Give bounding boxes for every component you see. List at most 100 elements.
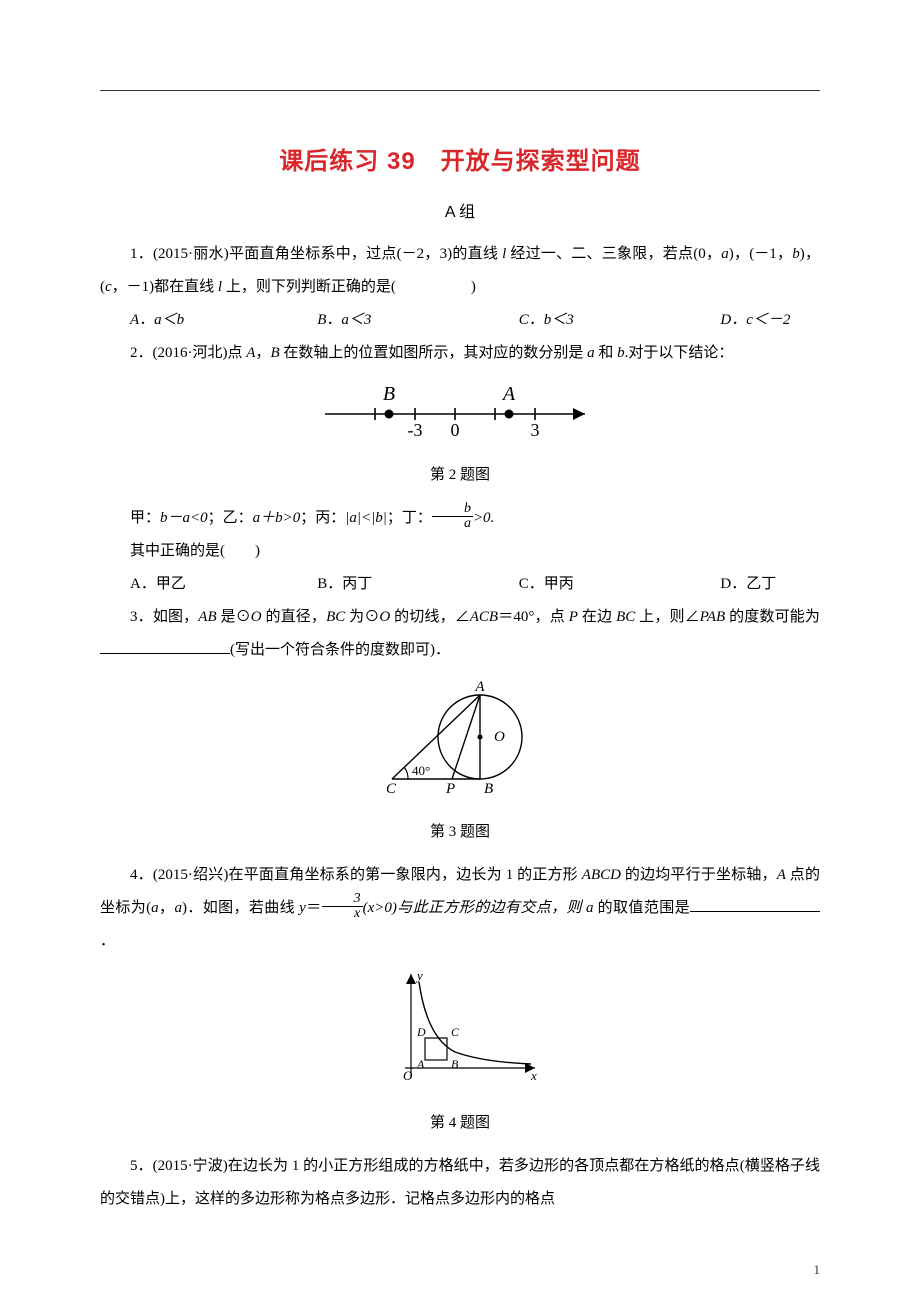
text: 在数轴上的位置如图所示，其对应的数分别是 (280, 345, 588, 361)
content-body: 1．(2015·丽水)平面直角坐标系中，过点(－2，3)的直线 l 经过一、二、… (100, 238, 820, 1216)
q2-ask: 其中正确的是( ) (100, 535, 820, 568)
seg-AB: AB (198, 609, 216, 625)
lbl-B: B (451, 1057, 459, 1071)
text: 的边均平行于坐标轴， (621, 867, 777, 883)
denominator: x (322, 907, 363, 921)
text: ＝40°，点 (498, 609, 569, 625)
q2-stem: 2．(2016·河北)点 A，B 在数轴上的位置如图所示，其对应的数分别是 a … (100, 337, 820, 370)
lbl-y: y (415, 968, 423, 983)
lbl-C: C (386, 781, 397, 797)
lbl-P: P (445, 781, 455, 797)
var-c: c (105, 279, 112, 295)
q1-optD: D．c＜－2 (690, 304, 790, 337)
q1-stem: 1．(2015·丽水)平面直角坐标系中，过点(－2，3)的直线 l 经过一、二、… (100, 238, 820, 304)
text: 的取值范围是 (594, 900, 690, 916)
q2-claims: 甲：b－a<0；乙：a＋b>0；丙：|a|<|b|；丁：ba>0. (100, 502, 820, 535)
q2-optB: B．丙丁 (287, 568, 489, 601)
lbl-angle: 40° (412, 763, 430, 778)
answer-blank[interactable] (100, 638, 230, 654)
q2-optD: D．乙丁 (690, 568, 776, 601)
hyperbola-svg: O x y A B C D (375, 968, 545, 1088)
text: 的切线，∠ (390, 609, 470, 625)
text: .对于以下结论： (625, 345, 734, 361)
var-b: b (617, 345, 625, 361)
var-a: a (586, 900, 594, 916)
text: 甲： (130, 510, 160, 526)
page-title: 课后练习 39 开放与探索型问题 (100, 141, 820, 176)
q4-stem: 4．(2015·绍兴)在平面直角坐标系的第一象限内，边长为 1 的正方形 ABC… (100, 859, 820, 958)
text: ． (100, 933, 115, 949)
text: (写出一个符合条件的度数即可)． (230, 642, 450, 658)
q2-caption: 第 2 题图 (100, 459, 820, 492)
expr: a＋b>0 (253, 510, 301, 526)
q2-figure: B A -3 0 3 (100, 380, 820, 453)
text: 上，则下列判断正确的是( ) (222, 279, 476, 295)
circle-tangent-svg: A O B C P 40° (380, 677, 540, 797)
text: 经过一、二、三象限，若点(0， (506, 246, 721, 262)
text: 1．(2015·丽水)平面直角坐标系中，过点(－2，3)的直线 (130, 246, 502, 262)
lbl-x: x (530, 1068, 537, 1083)
label-B: B (383, 383, 395, 405)
text: ；丁： (387, 510, 432, 526)
text: ＝ (306, 900, 322, 916)
lbl-A: A (416, 1057, 425, 1071)
expr: b－a<0 (160, 510, 208, 526)
text: ；乙： (208, 510, 253, 526)
q1-options: A．a＜b B．a＜3 C．b＜3 D．c＜－2 (100, 304, 820, 337)
var-y: y (299, 900, 306, 916)
lbl-O: O (403, 1068, 413, 1083)
page: 课后练习 39 开放与探索型问题 A 组 1．(2015·丽水)平面直角坐标系中… (0, 0, 920, 1302)
text: (x>0)与此正方形的边有交点，则 (363, 900, 586, 916)
text: )，(－1， (729, 246, 792, 262)
text: )．如图，若曲线 (182, 900, 299, 916)
text: 和 (595, 345, 618, 361)
lbl-C: C (451, 1025, 460, 1039)
q3-caption: 第 3 题图 (100, 816, 820, 849)
q4-caption: 第 4 题图 (100, 1107, 820, 1140)
pt-O: O (379, 609, 390, 625)
q1-optC: C．b＜3 (489, 304, 691, 337)
text: ， (255, 345, 270, 361)
q3-figure: A O B C P 40° (100, 677, 820, 810)
lbl-D: D (416, 1025, 426, 1039)
q2-optC: C．甲丙 (489, 568, 691, 601)
var-b: b (792, 246, 800, 262)
q2-optA: A．甲乙 (100, 568, 287, 601)
text: 的度数可能为 (725, 609, 820, 625)
text: ；丙： (300, 510, 345, 526)
pt-A: A (777, 867, 786, 883)
var-a: a (587, 345, 595, 361)
text: 在边 (578, 609, 616, 625)
lbl-B: B (484, 781, 493, 797)
text: ，－1)都在直线 (112, 279, 218, 295)
var-a: a (721, 246, 729, 262)
text: 2．(2016·河北)点 (130, 345, 246, 361)
q3-stem: 3．如图，AB 是⊙O 的直径，BC 为⊙O 的切线，∠ACB＝40°，点 P … (100, 601, 820, 667)
text: ， (159, 900, 175, 916)
text: 4．(2015·绍兴)在平面直角坐标系的第一象限内，边长为 1 的正方形 (130, 867, 582, 883)
fraction: ba (432, 502, 473, 531)
expr: >0. (473, 510, 494, 526)
q1-optA: A．a＜b (100, 304, 287, 337)
label-A: A (501, 383, 516, 405)
var-a: a (174, 900, 182, 916)
denominator: a (432, 517, 473, 531)
expr: |a|<|b| (345, 510, 387, 526)
q2-options: A．甲乙 B．丙丁 C．甲丙 D．乙丁 (100, 568, 820, 601)
seg-BC: BC (326, 609, 345, 625)
tick-neg3: -3 (408, 420, 423, 440)
numerator: b (432, 502, 473, 517)
answer-blank[interactable] (690, 896, 820, 912)
page-number: 1 (814, 1262, 821, 1278)
pt-B: B (270, 345, 279, 361)
q5-stem: 5．(2015·宁波)在边长为 1 的小正方形组成的方格纸中，若多边形的各顶点都… (100, 1150, 820, 1216)
text: 3．如图， (130, 609, 198, 625)
pt-O: O (251, 609, 262, 625)
top-rule (100, 90, 820, 91)
ang-ACB: ACB (470, 609, 498, 625)
q4-figure: O x y A B C D (100, 968, 820, 1101)
group-label: A 组 (100, 198, 820, 222)
number-line-svg: B A -3 0 3 (315, 380, 605, 440)
text: 为⊙ (345, 609, 379, 625)
lbl-O: O (494, 729, 505, 745)
